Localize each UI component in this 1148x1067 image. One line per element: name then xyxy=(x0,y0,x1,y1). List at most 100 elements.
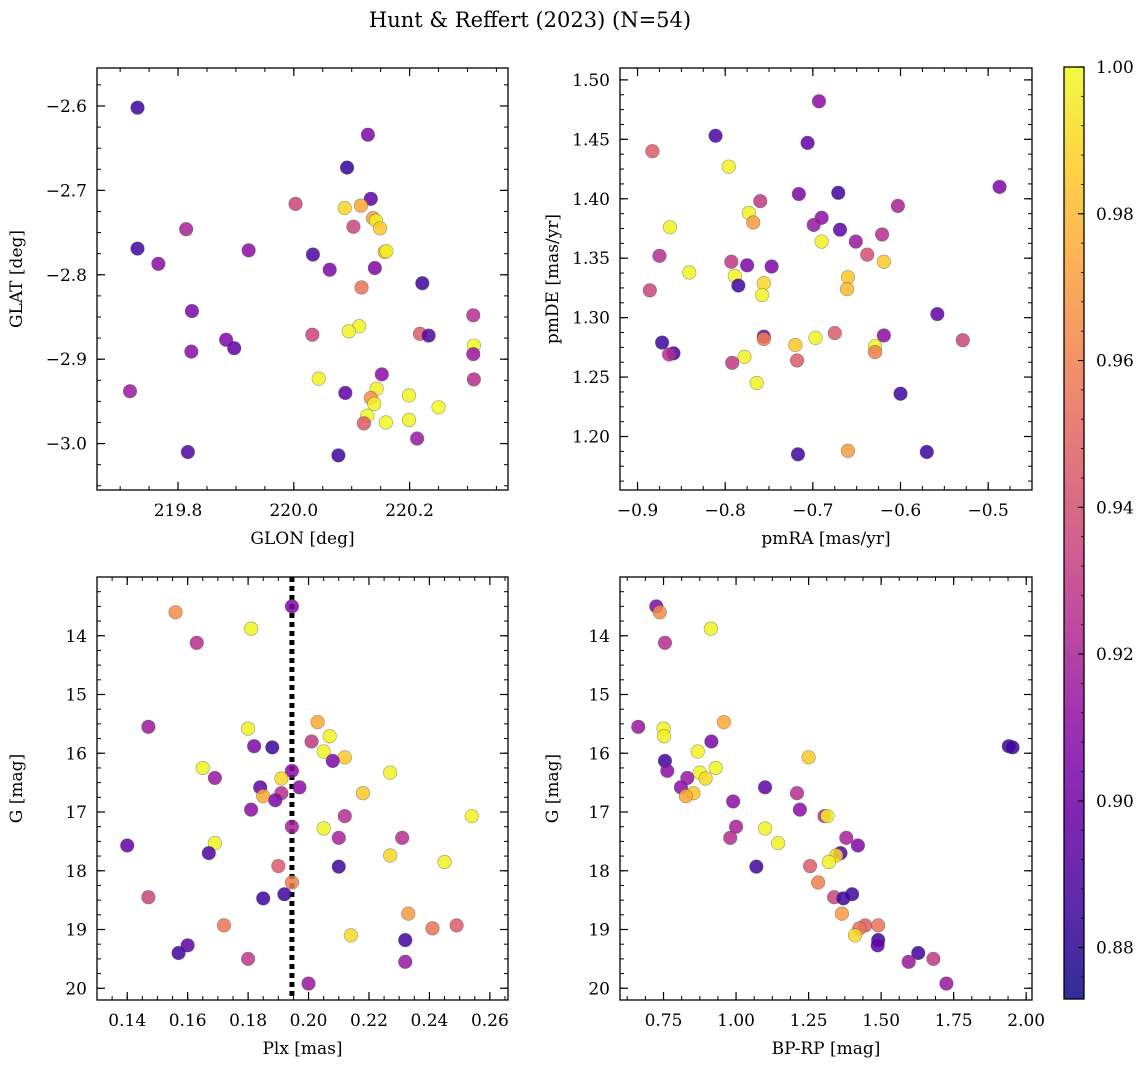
points xyxy=(120,577,479,1000)
y-tick-label: 1.45 xyxy=(572,130,610,150)
data-point xyxy=(820,809,835,824)
data-point xyxy=(337,750,352,765)
x-tick-label: 219.8 xyxy=(154,501,203,521)
data-point xyxy=(401,388,417,403)
x-tick-label: −0.5 xyxy=(968,501,1009,521)
y-tick-label: 19 xyxy=(65,921,87,941)
data-point xyxy=(331,859,346,874)
data-point xyxy=(322,262,337,277)
data-point xyxy=(930,306,945,322)
data-point xyxy=(271,858,286,874)
data-point xyxy=(284,599,300,614)
data-point xyxy=(753,194,768,209)
data-point xyxy=(661,347,677,362)
data-point xyxy=(789,353,805,368)
data-point xyxy=(850,838,866,853)
data-point xyxy=(840,443,856,458)
data-point xyxy=(341,324,356,339)
data-point xyxy=(1005,740,1020,755)
data-point xyxy=(346,219,361,234)
data-point xyxy=(992,179,1007,194)
x-tick-label: 1.25 xyxy=(790,1011,828,1031)
data-point xyxy=(184,344,199,359)
data-point xyxy=(338,385,353,401)
data-point xyxy=(310,715,325,730)
x-tick-label: 0.22 xyxy=(350,1011,388,1031)
x-tick-label: −0.8 xyxy=(705,501,746,521)
y-tick-label: 1.30 xyxy=(572,309,610,329)
data-point xyxy=(754,287,770,303)
data-point xyxy=(401,906,416,921)
data-point xyxy=(179,222,194,237)
data-point xyxy=(301,976,316,991)
x-tick-label: −0.7 xyxy=(792,501,833,521)
data-point xyxy=(437,854,452,870)
data-point xyxy=(792,802,807,817)
data-point xyxy=(831,185,846,200)
data-point xyxy=(141,890,156,905)
data-point xyxy=(354,280,369,295)
data-point xyxy=(631,719,646,734)
data-point xyxy=(141,719,156,734)
data-point xyxy=(122,384,138,399)
data-point xyxy=(431,400,446,415)
x-tick-label: 0.20 xyxy=(290,1011,328,1031)
data-point xyxy=(821,854,837,870)
data-point xyxy=(398,932,413,948)
colorbar-tick-label: 1.00 xyxy=(1096,58,1134,78)
y-tick-label: 17 xyxy=(588,803,610,823)
data-point xyxy=(337,809,352,824)
data-point xyxy=(716,715,731,730)
y-tick-label: −2.7 xyxy=(46,181,87,201)
data-point xyxy=(802,858,818,874)
data-point xyxy=(284,875,300,890)
data-point xyxy=(171,945,186,961)
panel-top-left: 219.8 220.0 220.2 −3.0 −2.9 −2.8 −2.7 −2.6 GLON … xyxy=(7,67,509,549)
data-point xyxy=(466,308,481,323)
colorbar-gradient xyxy=(1064,67,1084,999)
data-point xyxy=(363,191,378,206)
data-point xyxy=(383,848,398,863)
data-point xyxy=(410,431,425,446)
data-point xyxy=(343,928,358,943)
panel-bottom-left: 0.14 0.16 0.18 0.20 0.22 0.24 0.26 14 15 16 17 18 19… xyxy=(7,576,509,1059)
data-point xyxy=(305,247,321,262)
y-tick-label: 1.20 xyxy=(572,428,610,448)
y-tick-label: 20 xyxy=(65,979,87,999)
data-point xyxy=(836,891,851,906)
data-point xyxy=(660,763,675,778)
data-point xyxy=(808,330,823,345)
data-point xyxy=(731,278,746,293)
data-point xyxy=(378,415,393,430)
data-point xyxy=(284,819,300,834)
axes-frame xyxy=(96,576,509,1001)
data-point xyxy=(241,951,256,966)
data-point xyxy=(367,260,382,276)
y-tick-label: −2.8 xyxy=(46,266,87,286)
data-point xyxy=(867,345,883,360)
data-point xyxy=(708,760,723,776)
data-point xyxy=(801,750,816,765)
data-point xyxy=(466,372,481,387)
x-tick-label: 0.75 xyxy=(645,1011,683,1031)
data-point xyxy=(311,371,326,386)
points xyxy=(642,94,1007,462)
y-tick-label: 1.35 xyxy=(572,249,610,269)
colorbar-frame xyxy=(1063,66,1085,1000)
data-point xyxy=(788,337,803,353)
data-point xyxy=(168,605,183,620)
y-tick-label: 16 xyxy=(588,744,610,764)
y-tick-label: 1.50 xyxy=(572,71,610,91)
x-axis-label: GLON [deg] xyxy=(250,529,354,549)
data-point xyxy=(305,327,320,342)
data-point xyxy=(207,770,222,786)
data-point xyxy=(256,789,271,804)
y-axis-label: pmDE [mas/yr] xyxy=(543,214,563,344)
data-point xyxy=(244,621,259,636)
data-point xyxy=(790,447,806,462)
data-point xyxy=(698,771,713,786)
data-point xyxy=(288,196,303,211)
y-tick-label: −3.0 xyxy=(46,435,87,455)
data-point xyxy=(791,186,806,202)
